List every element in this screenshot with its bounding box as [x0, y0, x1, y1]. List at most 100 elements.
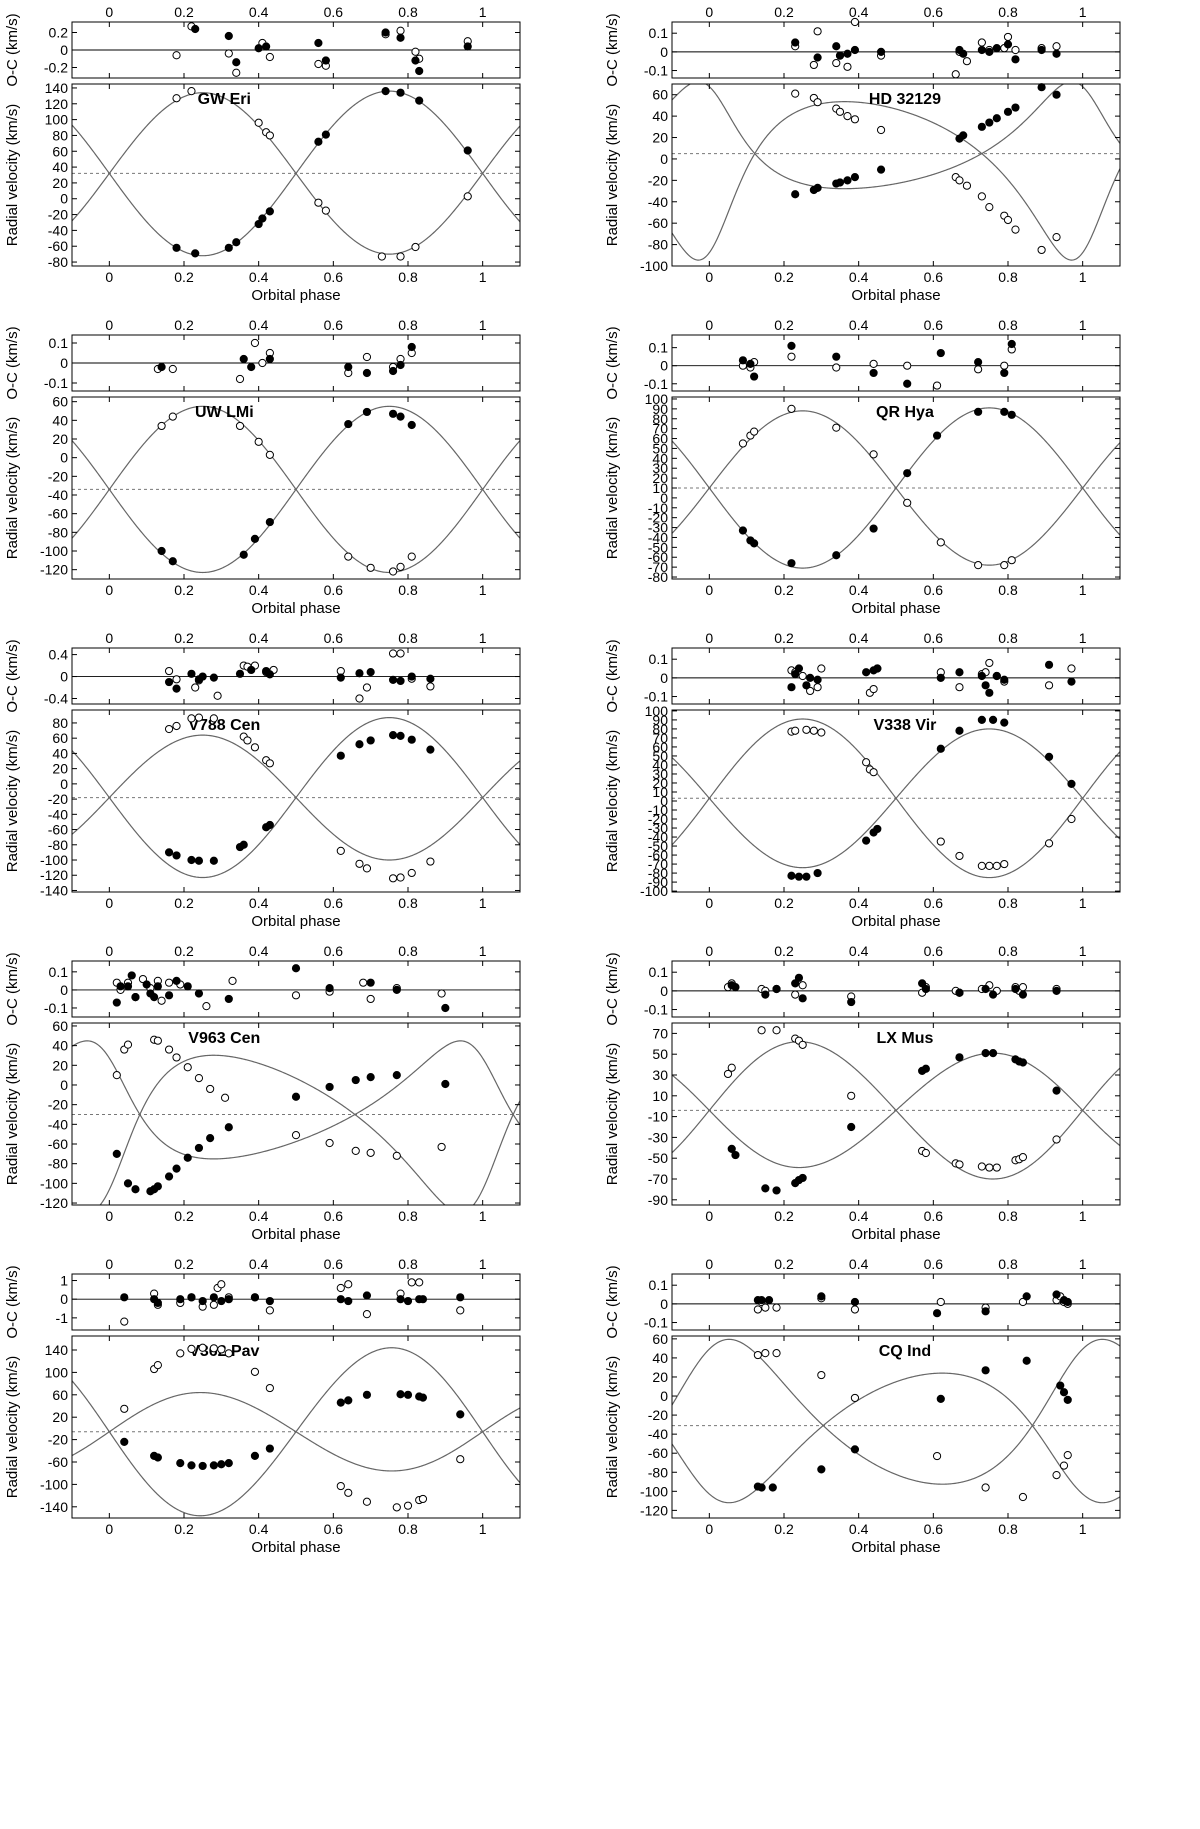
primary-rv-point [1052, 90, 1061, 99]
secondary-rv-point [250, 1367, 260, 1376]
primary-rv-point [1037, 83, 1046, 92]
rv-y-tick-label: 40 [652, 757, 668, 773]
primary-oc-point [835, 51, 845, 60]
phase-tick-label-top: 0.4 [849, 943, 869, 959]
phase-tick-label-bottom: 0 [705, 1521, 713, 1537]
phase-tick-label-bottom: 0.4 [249, 895, 269, 911]
secondary-rv-point [985, 203, 994, 212]
primary-rv-point [362, 407, 372, 417]
rv-frame [671, 709, 1121, 893]
primary-oc-point [791, 38, 800, 47]
primary-oc-point [388, 366, 398, 376]
rv-y-tick-label: -80 [48, 524, 68, 540]
secondary-rv-point [772, 1026, 781, 1035]
rv-y-tick-label: 70 [652, 730, 668, 746]
secondary-oc-point [209, 1300, 218, 1309]
primary-oc-point [850, 45, 860, 55]
phase-tick-label-top: 0.2 [774, 4, 794, 20]
primary-oc-point [239, 354, 248, 364]
phase-tick-label-bottom: 0.8 [998, 269, 1018, 285]
primary-rv-point [209, 1461, 218, 1470]
primary-oc-point [936, 348, 945, 358]
primary-oc-point [992, 44, 1001, 53]
rv-y-axis-label: Radial velocity (km/s) [4, 1043, 21, 1186]
secondary-rv-point [1018, 1492, 1028, 1502]
secondary-oc-point [213, 691, 222, 700]
primary-rv-point [325, 1082, 334, 1092]
secondary-oc-point [224, 49, 233, 58]
rv-y-tick-label: 0 [660, 793, 668, 809]
secondary-oc-point [869, 359, 878, 369]
primary-oc-point [198, 672, 207, 681]
primary-oc-point [959, 49, 968, 58]
phase-tick-label-top: 0.2 [774, 1256, 794, 1272]
primary-rv-point [932, 431, 942, 440]
phase-tick-label-top: 0.4 [849, 1256, 869, 1272]
secondary-rv-point [407, 868, 416, 878]
panel-hd-32129: 0 0.2 0.4 0.6 0.8 1 0.1 0 -0.1 O-C (km/s) 0 0.2 0.4 0… [604, 4, 1121, 304]
primary-rv-point [813, 183, 822, 192]
primary-rv-point [123, 1179, 133, 1188]
primary-oc-point [291, 964, 301, 973]
rv-y-tick-label: 10 [652, 1088, 668, 1104]
primary-model-curve [672, 1372, 1120, 1504]
secondary-rv-point [1003, 215, 1013, 225]
primary-rv-point [224, 1123, 233, 1132]
secondary-rv-point [1011, 225, 1020, 234]
primary-oc-point [396, 676, 405, 686]
rv-y-tick-label: -20 [48, 468, 68, 484]
primary-rv-point [988, 1049, 998, 1058]
phase-tick-label-bottom: 0.6 [924, 582, 944, 598]
rv-y-tick-label: 20 [52, 1409, 68, 1425]
phase-axis-label: Orbital phase [851, 1226, 940, 1243]
primary-rv-point [396, 88, 405, 97]
secondary-oc-point [791, 990, 800, 999]
oc-y-tick-label: 0 [660, 983, 668, 999]
secondary-rv-point [992, 861, 1001, 870]
phase-tick-label-top: 0 [705, 630, 713, 646]
secondary-oc-point [1011, 45, 1020, 55]
star-name-label: V963 Cen [188, 1030, 260, 1047]
phase-tick-label-top: 0.2 [174, 943, 194, 959]
secondary-rv-point [1000, 561, 1009, 570]
rv-y-tick-label: -20 [648, 811, 668, 827]
phase-tick-label-top: 1 [1079, 4, 1087, 20]
rv-y-tick-label: 20 [652, 470, 668, 486]
secondary-oc-point [411, 47, 420, 56]
secondary-oc-point [232, 68, 241, 77]
phase-tick-label-top: 0.6 [924, 1256, 944, 1272]
rv-y-tick-label: 60 [52, 1018, 68, 1034]
phase-tick-label-bottom: 0.4 [849, 895, 869, 911]
phase-tick-label-bottom: 1 [1079, 895, 1087, 911]
primary-oc-point [314, 38, 323, 48]
primary-oc-point [381, 28, 390, 37]
primary-rv-point [750, 539, 759, 548]
rv-y-tick-label: 10 [652, 480, 668, 496]
secondary-rv-point [832, 423, 841, 432]
star-name-label: GW Eri [198, 91, 251, 108]
rv-y-tick-label: 90 [652, 401, 668, 417]
oc-y-tick-label: -0.1 [644, 376, 668, 392]
rv-y-axis-label: Radial velocity (km/s) [604, 1356, 621, 1499]
primary-oc-point [932, 1309, 942, 1318]
primary-oc-point [366, 978, 375, 987]
oc-y-tick-label: 0 [60, 42, 68, 58]
rv-y-axis-label: Radial velocity (km/s) [604, 1043, 621, 1186]
secondary-rv-point [392, 1151, 401, 1160]
secondary-oc-point [806, 686, 815, 696]
secondary-rv-point [862, 758, 871, 767]
primary-oc-point [832, 352, 841, 361]
rv-frame [71, 396, 521, 580]
phase-tick-label-top: 0.4 [249, 4, 269, 20]
primary-rv-point [407, 420, 416, 430]
primary-oc-point [862, 668, 871, 677]
rv-y-tick-label: -60 [48, 822, 68, 838]
rv-y-tick-label: -140 [40, 1499, 68, 1515]
primary-rv-point [351, 1075, 360, 1085]
primary-rv-point [153, 1453, 162, 1462]
primary-rv-point [206, 1134, 215, 1143]
primary-rv-point [388, 731, 398, 740]
phase-axis-label: Orbital phase [851, 600, 940, 617]
oc-frame [71, 647, 521, 705]
phase-tick-label-bottom: 1 [1079, 582, 1087, 598]
